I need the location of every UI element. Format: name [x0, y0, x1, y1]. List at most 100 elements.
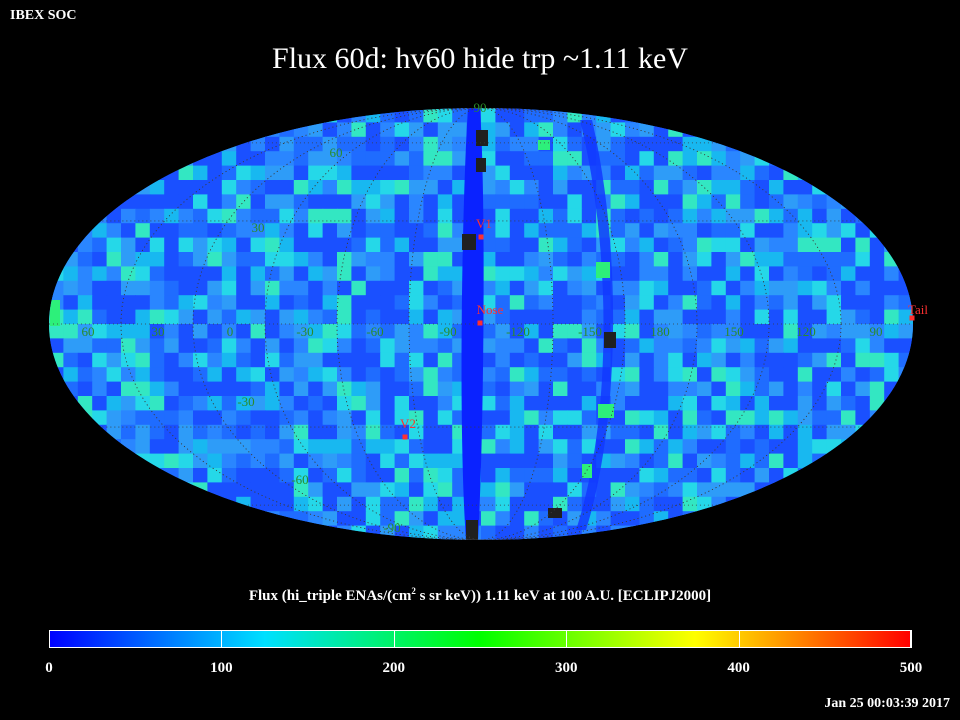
flux-pixel [841, 439, 856, 455]
flux-pixel [481, 223, 496, 239]
flux-pixel [236, 396, 252, 411]
flux-pixel [394, 511, 410, 527]
flux-pixel [509, 151, 525, 167]
flux-pixel [135, 338, 151, 354]
flux-pixel [394, 309, 410, 325]
flux-pixel [841, 280, 856, 296]
flux-pixel [193, 381, 208, 397]
flux-pixel [409, 324, 424, 339]
flux-pixel [524, 324, 540, 339]
flux-pixel [783, 151, 799, 167]
flux-pixel [682, 108, 698, 123]
flux-pixel [337, 324, 352, 339]
flux-pixel [841, 309, 856, 325]
flux-pixel [135, 165, 151, 181]
flux-pixel [193, 424, 208, 440]
flux-pixel [293, 237, 309, 253]
flux-pixel [869, 180, 885, 195]
flux-pixel [308, 482, 324, 498]
flux-pixel [697, 525, 712, 540]
colorbar-tick-mark [393, 630, 395, 648]
flux-pixel [610, 468, 626, 483]
flux-pixel [121, 439, 136, 455]
flux-pixel [394, 381, 410, 397]
flux-pixel [610, 165, 626, 181]
flux-pixel [783, 266, 799, 282]
flux-pixel [697, 410, 712, 426]
flux-pixel [452, 496, 468, 512]
flux-pixel [49, 165, 64, 181]
flux-pixel [754, 468, 770, 483]
flux-pixel [164, 194, 180, 210]
longitude-label: 90 [870, 324, 883, 339]
flux-pixel [884, 338, 900, 354]
flux-pixel [365, 352, 381, 368]
flux-pixel [394, 252, 410, 267]
flux-pixel [697, 223, 712, 239]
flux-pixel [207, 424, 223, 440]
flux-pixel [553, 208, 568, 224]
flux-pixel [49, 252, 64, 267]
flux-pixel [322, 396, 338, 411]
flux-pixel [538, 151, 554, 167]
flux-pixel [193, 439, 208, 455]
flux-pixel [279, 108, 295, 123]
flux-pixel [797, 367, 813, 383]
flux-pixel [365, 180, 381, 195]
flux-pixel [898, 511, 913, 527]
flux-pixel [509, 453, 525, 469]
flux-pixel [279, 237, 295, 253]
flux-pixel [106, 439, 122, 455]
flux-pixel [754, 151, 770, 167]
flux-pixel [610, 453, 626, 469]
flux-pixel [812, 424, 828, 440]
flux-pixel [193, 525, 208, 540]
flux-pixel [553, 324, 568, 339]
flux-pixel [509, 352, 525, 368]
flux-pixel [365, 396, 381, 411]
flux-pixel [63, 511, 79, 527]
flux-pixel [639, 194, 655, 210]
flux-pixel [869, 151, 885, 167]
flux-pixel [711, 496, 727, 512]
flux-pixel [308, 136, 324, 152]
flux-pixel [279, 208, 295, 224]
flux-pixel [380, 151, 396, 167]
flux-pixel [740, 180, 756, 195]
flux-pixel [855, 324, 871, 339]
flux-pixel [826, 165, 842, 181]
flux-pixel [697, 295, 712, 311]
colorbar-title-suffix: s sr keV)) 1.11 keV at 100 A.U. [ECLIPJ2… [415, 588, 712, 604]
flux-pixel [812, 252, 828, 267]
flux-pixel [265, 496, 280, 512]
flux-pixel [812, 208, 828, 224]
flux-pixel [63, 525, 79, 540]
flux-pixel [841, 237, 856, 253]
flux-pixel [509, 295, 525, 311]
flux-pixel [337, 439, 352, 455]
flux-pixel [221, 280, 237, 296]
flux-pixel [265, 252, 280, 267]
flux-pixel [567, 352, 583, 368]
flux-pixel [754, 280, 770, 296]
flux-pixel [250, 136, 266, 152]
flux-pixel [135, 208, 151, 224]
flux-pixel [279, 352, 295, 368]
flux-pixel [898, 136, 913, 152]
flux-pixel [812, 295, 828, 311]
flux-pixel [639, 309, 655, 325]
flux-pixel [49, 108, 64, 123]
flux-pixel [869, 280, 885, 296]
flux-pixel [610, 352, 626, 368]
flux-pixel [351, 108, 367, 123]
flux-pixel [293, 223, 309, 239]
flux-pixel [783, 122, 799, 138]
flux-pixel [178, 338, 194, 354]
flux-pixel [49, 396, 64, 411]
flux-pixel [725, 338, 741, 354]
flux-pixel [77, 295, 93, 311]
flux-pixel [221, 482, 237, 498]
flux-pixel [135, 266, 151, 282]
flux-pixel [279, 194, 295, 210]
flux-pixel [538, 468, 554, 483]
